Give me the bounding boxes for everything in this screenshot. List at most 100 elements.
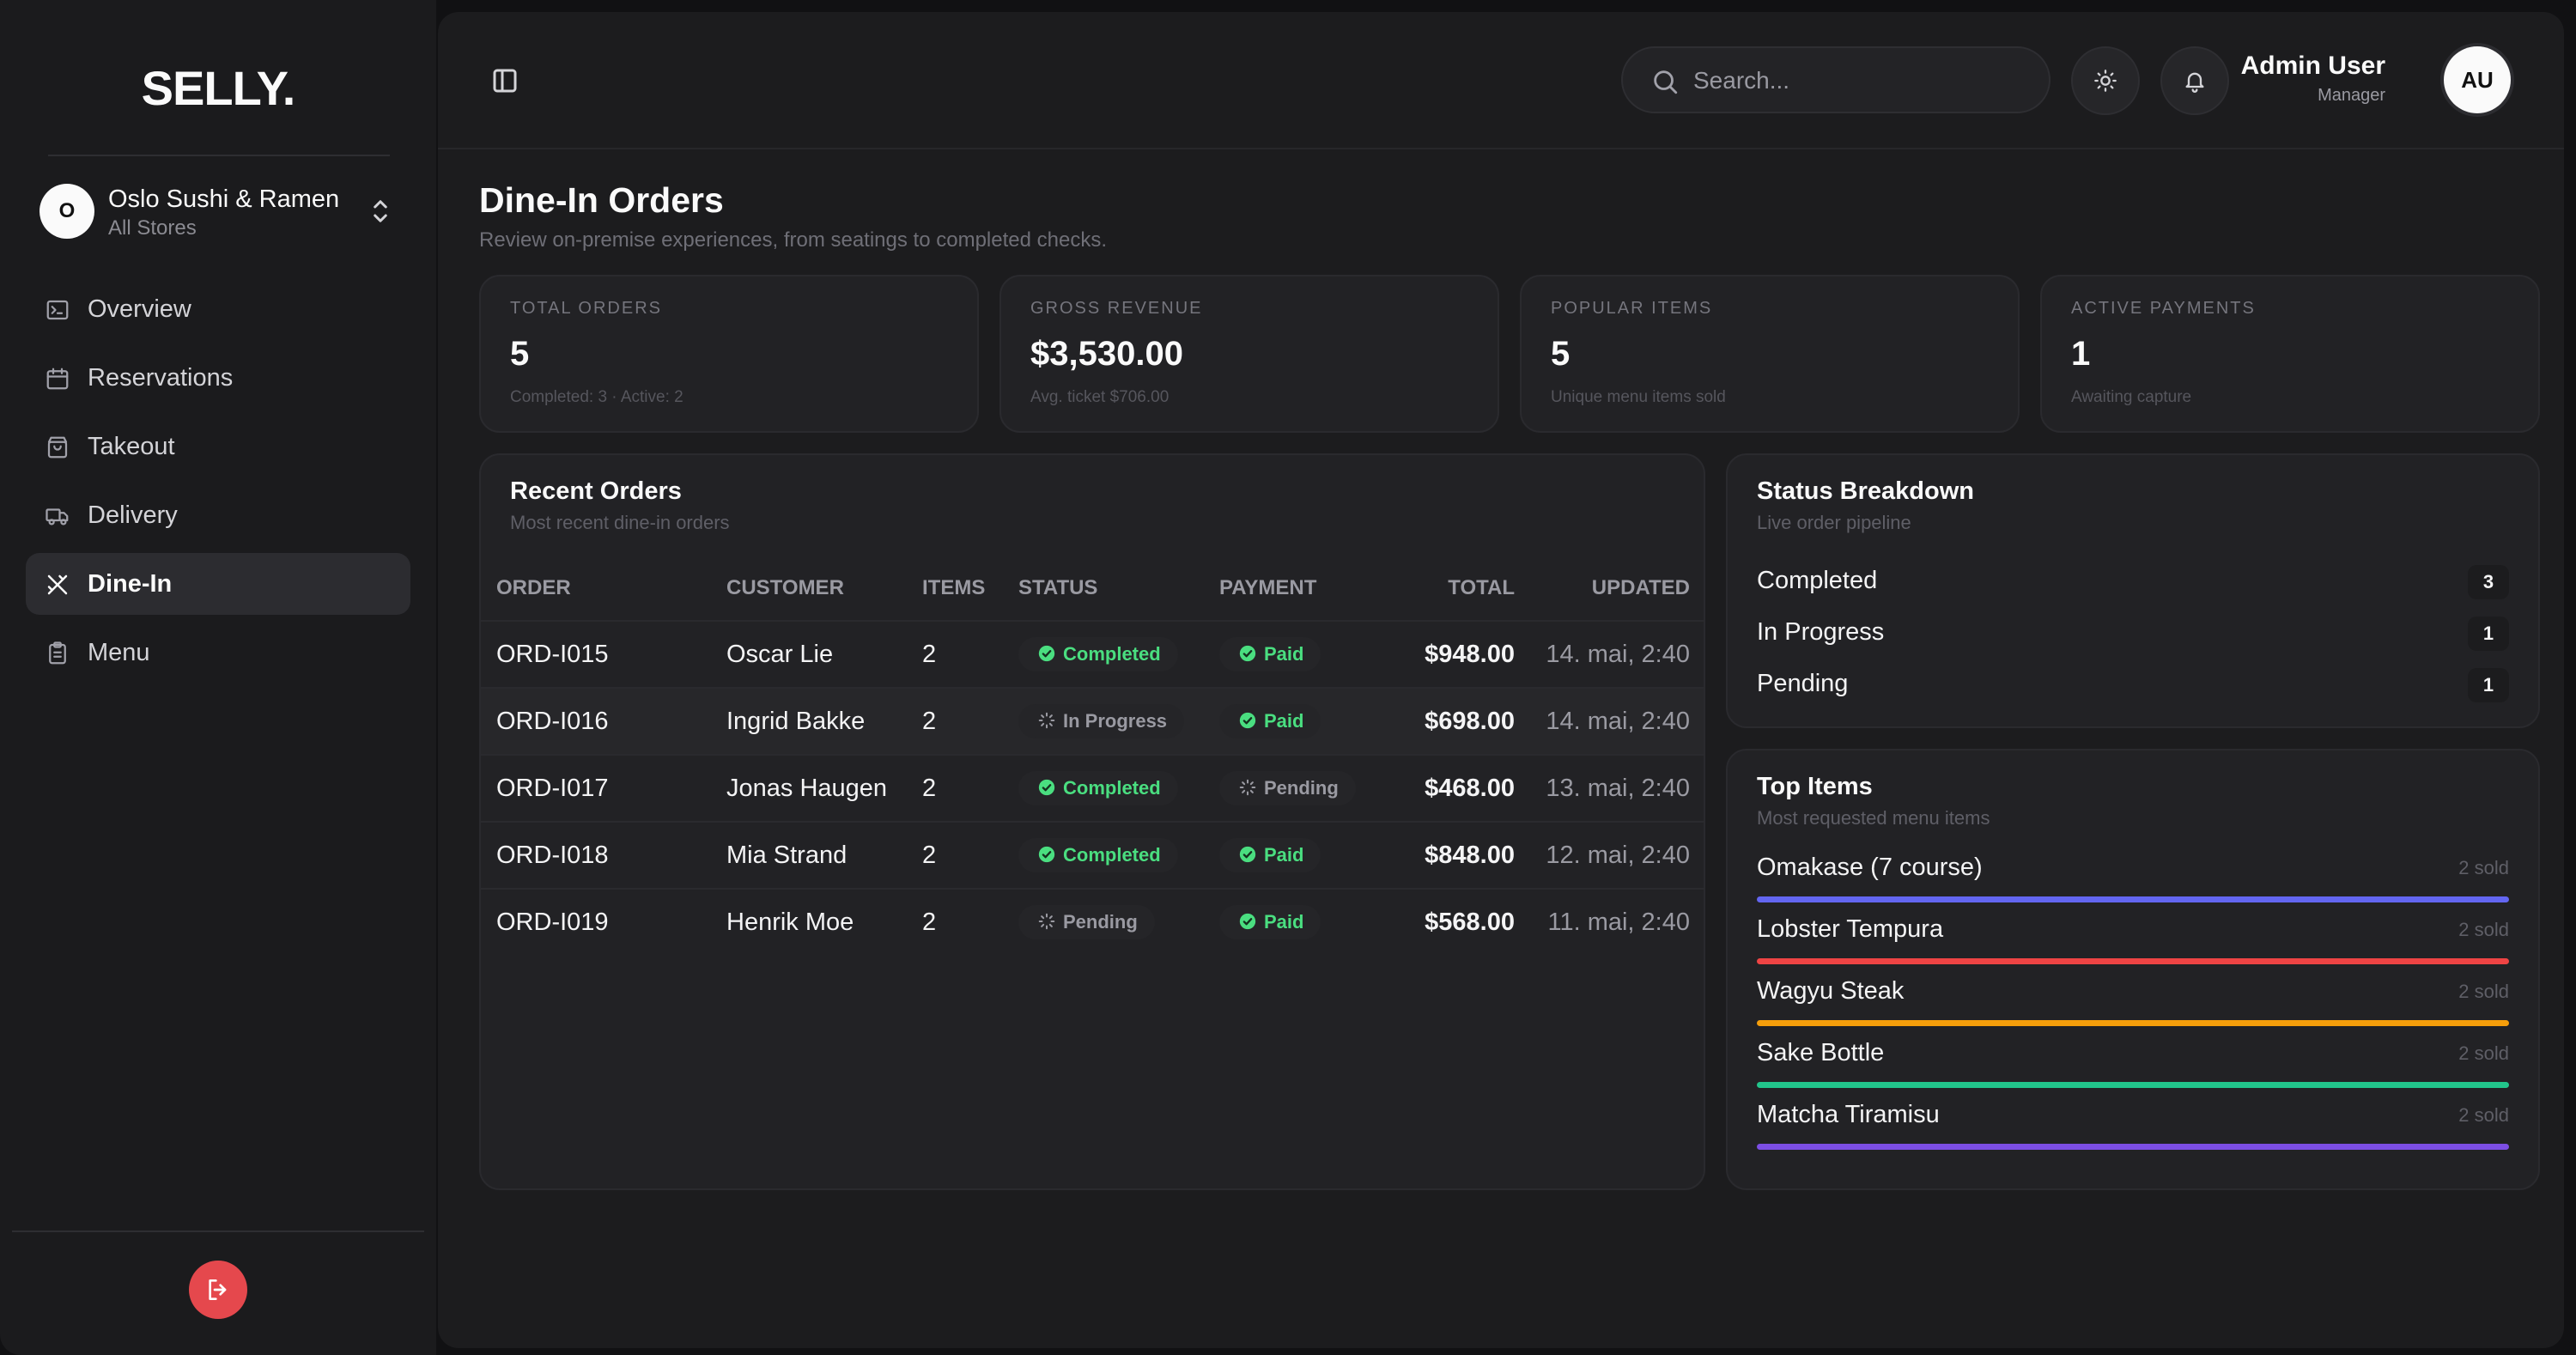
status-count: 1 xyxy=(2468,668,2509,702)
order-id: ORD-I015 xyxy=(481,620,726,688)
order-id: ORD-I019 xyxy=(481,888,726,955)
item-name: Sake Bottle xyxy=(1757,1039,1885,1066)
top-item: Matcha Tiramisu 2 sold xyxy=(1757,1101,2509,1161)
table-row[interactable]: ORD-I019 Henrik Moe 2 Pending Paid $568.… xyxy=(481,888,1704,955)
table-row[interactable]: ORD-I015 Oscar Lie 2 Completed Paid $948… xyxy=(481,620,1704,688)
sidebar-item-delivery[interactable]: Delivery xyxy=(26,484,410,546)
store-name: Oslo Sushi & Ramen xyxy=(108,185,340,213)
stat-label: TOTAL ORDERS xyxy=(510,299,662,318)
item-name: Matcha Tiramisu xyxy=(1757,1101,1940,1128)
sidebar-item-label: Overview xyxy=(88,295,191,323)
column-header-updated[interactable]: UPDATED xyxy=(1591,576,1690,599)
sidebar-item-takeout[interactable]: Takeout xyxy=(26,416,410,477)
status-text: In Progress xyxy=(1063,710,1168,732)
stat-card-popular-items: POPULAR ITEMS 5 Unique menu items sold xyxy=(1520,275,2020,433)
item-name: Omakase (7 course) xyxy=(1757,854,1983,881)
page-subtitle: Review on-premise experiences, from seat… xyxy=(479,228,1107,252)
status-badge: Completed xyxy=(1018,838,1178,872)
customer-name: Henrik Moe xyxy=(726,888,922,955)
payment-badge: Paid xyxy=(1219,905,1321,939)
check-circle-icon xyxy=(1239,713,1256,729)
customer-name: Oscar Lie xyxy=(726,620,922,688)
card-subtitle: Most recent dine-in orders xyxy=(510,512,730,533)
panel-left-icon xyxy=(493,69,517,93)
table-row[interactable]: ORD-I016 Ingrid Bakke 2 In Progress Paid… xyxy=(481,687,1704,755)
search-box[interactable] xyxy=(1621,46,2050,113)
sidebar-item-menu[interactable]: Menu xyxy=(26,622,410,684)
loader-icon xyxy=(1038,913,1055,930)
stat-note: Unique menu items sold xyxy=(1551,388,1726,406)
order-total: $568.00 xyxy=(1374,888,1515,955)
stat-label: POPULAR ITEMS xyxy=(1551,299,1713,318)
stat-note: Completed: 3 · Active: 2 xyxy=(510,388,683,406)
page-title: Dine-In Orders xyxy=(479,180,724,220)
card-title: Recent Orders xyxy=(510,477,682,505)
sidebar-item-label: Dine-In xyxy=(88,570,173,598)
item-bar xyxy=(1757,1144,2509,1150)
payment-badge: Pending xyxy=(1219,771,1356,805)
order-id: ORD-I016 xyxy=(481,687,726,755)
column-header-items[interactable]: ITEMS xyxy=(922,576,986,599)
notifications-button[interactable] xyxy=(2160,46,2229,115)
top-items-card: Top Items Most requested menu items Omak… xyxy=(1726,749,2540,1190)
column-header-order[interactable]: ORDER xyxy=(496,576,571,599)
item-name: Lobster Tempura xyxy=(1757,915,1944,943)
order-total: $698.00 xyxy=(1374,687,1515,755)
order-total: $468.00 xyxy=(1374,754,1515,822)
top-item: Wagyu Steak 2 sold xyxy=(1757,977,2509,1037)
payment-badge: Paid xyxy=(1219,704,1321,738)
check-circle-icon xyxy=(1239,646,1256,662)
customer-name: Mia Strand xyxy=(726,821,922,889)
item-sold: 2 sold xyxy=(2458,1042,2509,1064)
status-label: Pending xyxy=(1757,670,1849,697)
sidebar: SELLY. O Oslo Sushi & Ramen All Stores O… xyxy=(0,0,436,1355)
logout-button[interactable] xyxy=(189,1261,247,1319)
bell-icon xyxy=(2185,72,2204,93)
column-header-status[interactable]: STATUS xyxy=(1018,576,1098,599)
divider xyxy=(438,148,2564,149)
column-header-payment[interactable]: PAYMENT xyxy=(1219,576,1317,599)
column-header-customer[interactable]: CUSTOMER xyxy=(726,576,844,599)
divider xyxy=(12,1230,424,1232)
item-count: 2 xyxy=(922,687,1018,755)
updated-time: 11. mai, 2:40 xyxy=(1515,888,1704,955)
clipboard-icon xyxy=(49,641,66,665)
store-switcher[interactable]: O Oslo Sushi & Ramen All Stores xyxy=(39,182,400,242)
app-logo[interactable]: SELLY. xyxy=(141,61,296,115)
user-name[interactable]: Admin User xyxy=(2240,52,2385,80)
theme-toggle-button[interactable] xyxy=(2071,46,2140,115)
divider xyxy=(48,155,390,156)
stat-card-total-orders: TOTAL ORDERS 5 Completed: 3 · Active: 2 xyxy=(479,275,979,433)
truck-icon xyxy=(46,508,69,526)
item-sold: 2 sold xyxy=(2458,857,2509,878)
table-row[interactable]: ORD-I018 Mia Strand 2 Completed Paid $84… xyxy=(481,821,1704,889)
status-badge: Pending xyxy=(1018,905,1155,939)
user-avatar[interactable]: AU xyxy=(2444,46,2511,113)
payment-text: Paid xyxy=(1264,844,1304,866)
loader-icon xyxy=(1038,712,1055,729)
column-header-total[interactable]: TOTAL xyxy=(1448,576,1515,599)
updated-time: 12. mai, 2:40 xyxy=(1515,821,1704,889)
payment-text: Paid xyxy=(1264,911,1304,933)
customer-name: Jonas Haugen xyxy=(726,754,922,822)
check-circle-icon xyxy=(1038,780,1055,796)
sidebar-item-dine-in[interactable]: Dine-In xyxy=(26,553,410,615)
sun-icon xyxy=(2094,70,2117,92)
payment-text: Paid xyxy=(1264,643,1304,665)
item-sold: 2 sold xyxy=(2458,919,2509,940)
check-circle-icon xyxy=(1239,847,1256,863)
search-input[interactable] xyxy=(1692,60,2030,101)
sidebar-item-overview[interactable]: Overview xyxy=(26,278,410,340)
item-count: 2 xyxy=(922,888,1018,955)
stat-label: ACTIVE PAYMENTS xyxy=(2071,299,2256,318)
item-name: Wagyu Steak xyxy=(1757,977,1905,1005)
store-avatar: O xyxy=(39,184,94,239)
table-row[interactable]: ORD-I017 Jonas Haugen 2 Completed Pendin… xyxy=(481,754,1704,822)
main-content: Admin User Manager AU Dine-In Orders Rev… xyxy=(438,12,2564,1348)
status-breakdown-card: Status Breakdown Live order pipeline Com… xyxy=(1726,453,2540,728)
sidebar-item-label: Takeout xyxy=(88,433,175,460)
payment-badge: Paid xyxy=(1219,838,1321,872)
sidebar-item-reservations[interactable]: Reservations xyxy=(26,347,410,409)
customer-name: Ingrid Bakke xyxy=(726,687,922,755)
sidebar-toggle-button[interactable] xyxy=(489,65,520,96)
